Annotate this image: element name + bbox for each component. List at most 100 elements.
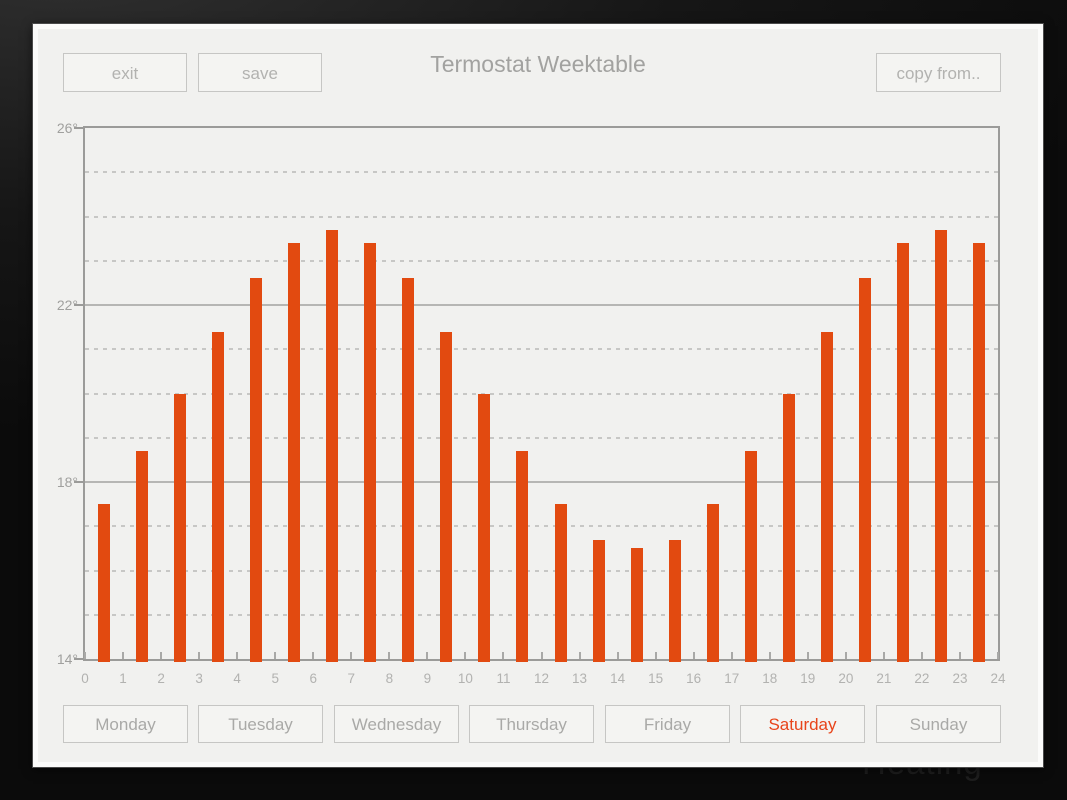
temperature-bar-hour-16[interactable] (706, 504, 719, 662)
temperature-bar-hour-7[interactable] (364, 243, 377, 662)
temperature-bar-hour-22[interactable] (934, 229, 947, 662)
x-axis-label-13: 13 (572, 671, 588, 686)
temperature-bar-hour-8[interactable] (402, 278, 415, 662)
x-axis-label-8: 8 (385, 671, 394, 686)
temperature-bar-hour-2[interactable] (174, 393, 187, 662)
x-axis-label-16: 16 (686, 671, 702, 686)
x-tick-18 (768, 652, 771, 659)
temperature-bar-hour-4[interactable] (250, 278, 263, 662)
x-axis-label-10: 10 (457, 671, 473, 686)
temperature-bar-hour-11[interactable] (516, 451, 529, 662)
x-tick-21 (882, 652, 885, 659)
x-tick-10 (464, 652, 467, 659)
x-axis-label-6: 6 (309, 671, 317, 686)
x-axis-label-24: 24 (990, 671, 1006, 686)
x-tick-7 (350, 652, 353, 659)
temperature-bar-hour-13[interactable] (592, 539, 605, 662)
temperature-bar-hour-21[interactable] (896, 243, 909, 662)
x-tick-23 (958, 652, 961, 659)
y-axis-label-22: 22° (56, 297, 78, 313)
gridline-25 (85, 171, 998, 174)
x-axis-label-0: 0 (81, 671, 89, 686)
gridline-24 (85, 215, 998, 218)
x-tick-1 (122, 652, 125, 659)
copy-from-button[interactable]: copy from.. (876, 53, 1001, 92)
temperature-bar-hour-0[interactable] (98, 504, 111, 662)
day-tab-sunday[interactable]: Sunday (876, 705, 1001, 743)
y-axis-label-14: 14° (56, 651, 78, 667)
day-tab-monday[interactable]: Monday (63, 705, 188, 743)
page-title: Termostat Weektable (430, 51, 646, 77)
gridline-23 (85, 259, 998, 262)
x-axis-label-12: 12 (533, 671, 550, 686)
x-tick-3 (198, 652, 201, 659)
x-axis-label-21: 21 (876, 671, 892, 686)
x-axis-label-5: 5 (271, 671, 279, 686)
day-tab-thursday[interactable]: Thursday (469, 705, 594, 743)
x-tick-19 (806, 652, 809, 659)
x-tick-5 (274, 652, 277, 659)
x-axis-label-2: 2 (157, 671, 165, 686)
temperature-bar-hour-5[interactable] (288, 243, 301, 662)
temperature-bar-hour-20[interactable] (858, 278, 871, 662)
temperature-bar-hour-19[interactable] (820, 331, 833, 662)
x-tick-9 (426, 652, 429, 659)
x-tick-14 (616, 652, 619, 659)
x-axis-label-23: 23 (952, 671, 968, 686)
save-button[interactable]: save (198, 53, 322, 92)
weektable-dialog: exit save Termostat Weektable copy from.… (32, 23, 1044, 768)
x-axis-label-9: 9 (423, 671, 432, 686)
x-tick-4 (236, 652, 239, 659)
x-tick-24 (997, 652, 999, 659)
x-tick-22 (920, 652, 923, 659)
x-tick-12 (540, 652, 543, 659)
x-axis-label-3: 3 (195, 671, 203, 686)
day-tab-wednesday[interactable]: Wednesday (334, 705, 459, 743)
temperature-bar-hour-9[interactable] (440, 331, 453, 662)
gridline-18 (85, 481, 998, 483)
y-tick-18 (74, 481, 83, 483)
temperature-bar-hour-3[interactable] (212, 331, 225, 662)
x-axis-label-7: 7 (347, 671, 356, 686)
temperature-bar-hour-23[interactable] (972, 243, 985, 662)
gridline-20 (85, 392, 998, 395)
gridline-19 (85, 436, 998, 439)
exit-button[interactable]: exit (63, 53, 187, 92)
gridline-22 (85, 304, 998, 306)
temperature-bar-hour-18[interactable] (782, 393, 795, 662)
temperature-bar-hour-14[interactable] (630, 548, 643, 662)
gridline-17 (85, 525, 998, 528)
x-axis-label-1: 1 (119, 671, 127, 686)
x-tick-8 (388, 652, 391, 659)
x-tick-16 (692, 652, 695, 659)
x-tick-17 (730, 652, 733, 659)
temperature-bar-hour-10[interactable] (478, 393, 491, 662)
x-axis-label-20: 20 (838, 671, 854, 686)
x-axis-label-19: 19 (800, 671, 816, 686)
x-axis-label-15: 15 (648, 671, 664, 686)
temperature-bar-hour-12[interactable] (554, 504, 567, 662)
x-tick-0 (84, 652, 86, 659)
y-axis-label-18: 18° (56, 474, 78, 490)
x-axis-label-22: 22 (914, 671, 930, 686)
y-tick-26 (74, 127, 83, 129)
day-tab-tuesday[interactable]: Tuesday (198, 705, 323, 743)
y-tick-22 (74, 304, 83, 306)
temperature-bar-hour-6[interactable] (326, 229, 339, 662)
y-axis-label-26: 26° (56, 120, 78, 136)
x-tick-2 (160, 652, 163, 659)
temperature-bar-hour-1[interactable] (136, 451, 149, 662)
temperature-bar-hour-17[interactable] (744, 451, 757, 662)
x-axis-label-17: 17 (724, 671, 740, 686)
gridline-21 (85, 348, 998, 351)
day-tab-saturday[interactable]: Saturday (740, 705, 865, 743)
x-tick-15 (654, 652, 657, 659)
temperature-chart (74, 126, 1000, 662)
x-axis-label-4: 4 (233, 671, 241, 686)
x-tick-6 (312, 652, 315, 659)
day-tab-friday[interactable]: Friday (605, 705, 730, 743)
y-tick-14 (74, 658, 83, 660)
temperature-bar-hour-15[interactable] (668, 539, 681, 662)
x-axis-label-14: 14 (610, 671, 626, 686)
